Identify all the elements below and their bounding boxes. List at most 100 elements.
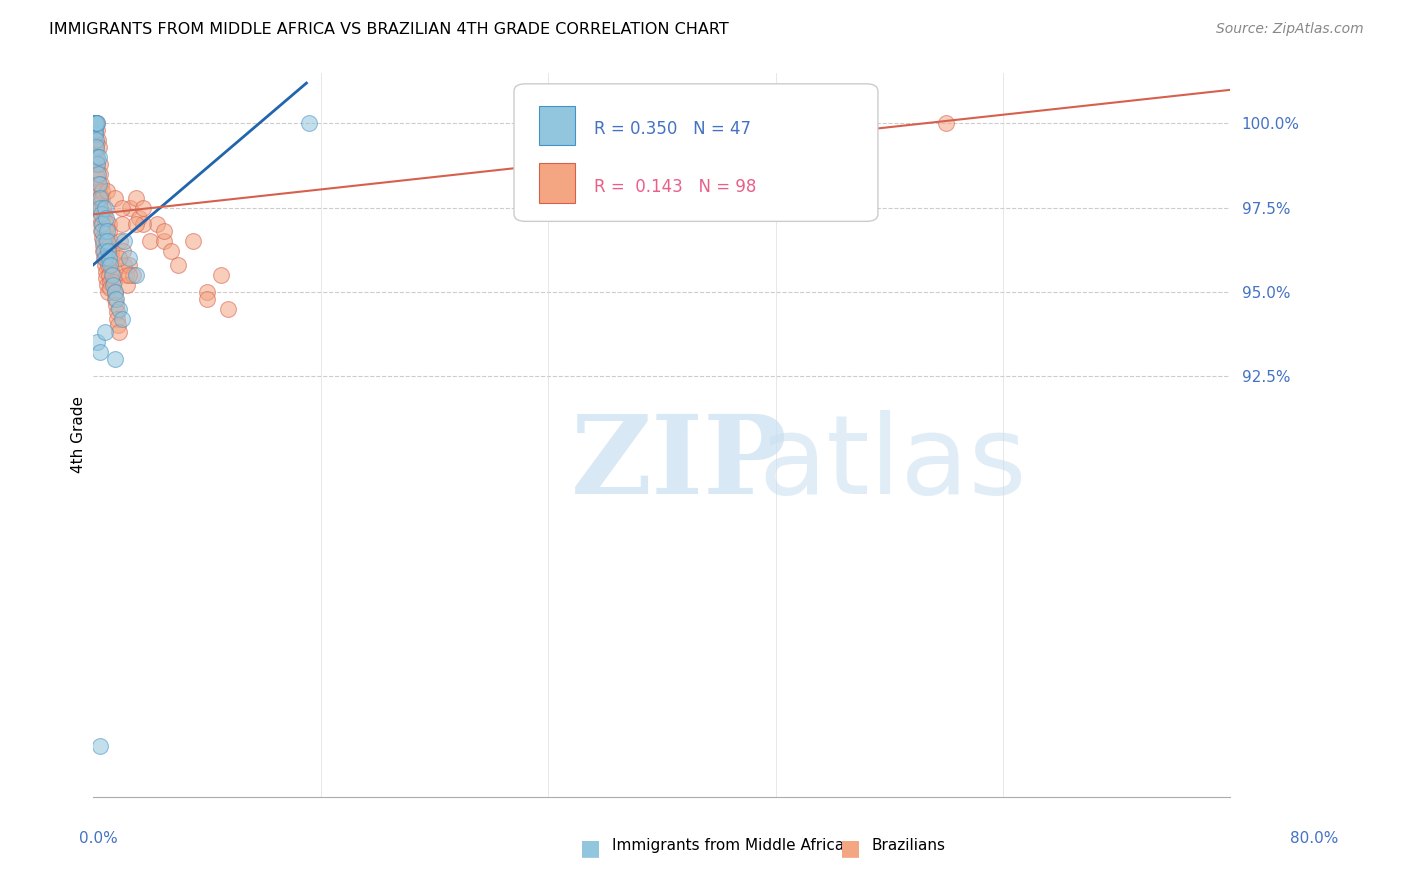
Brazilians (87, 177, 110, 191)
Immigrants from Middle Africa (118, 251, 141, 265)
Brazilians (89, 157, 111, 171)
Brazilians (83, 123, 105, 137)
Immigrants from Middle Africa (103, 352, 125, 367)
Bar (538, 163, 575, 203)
Text: Brazilians: Brazilians (872, 838, 946, 854)
Immigrants from Middle Africa (89, 201, 111, 215)
Text: ■: ■ (841, 838, 860, 858)
Immigrants from Middle Africa (114, 235, 136, 249)
Brazilians (120, 201, 142, 215)
Brazilians (132, 201, 155, 215)
Text: ZIP: ZIP (571, 410, 787, 517)
Brazilians (90, 224, 112, 238)
Brazilians (83, 116, 105, 130)
Brazilians (115, 268, 138, 282)
Brazilians (107, 318, 129, 333)
Immigrants from Middle Africa (86, 157, 108, 171)
Brazilians (96, 241, 118, 255)
Text: ■: ■ (581, 838, 600, 858)
Brazilians (93, 214, 115, 228)
Text: 0.0%: 0.0% (79, 831, 118, 847)
Immigrants from Middle Africa (104, 292, 127, 306)
Brazilians (103, 275, 125, 289)
Brazilians (84, 130, 107, 145)
Brazilians (101, 268, 124, 282)
Brazilians (87, 190, 110, 204)
Immigrants from Middle Africa (87, 177, 110, 191)
Brazilians (195, 285, 218, 299)
Immigrants from Middle Africa (87, 167, 110, 181)
Text: R = 0.350   N = 47: R = 0.350 N = 47 (593, 120, 751, 138)
Brazilians (153, 224, 176, 238)
Brazilians (83, 116, 105, 130)
Brazilians (83, 116, 105, 130)
Immigrants from Middle Africa (86, 335, 108, 350)
Brazilians (125, 190, 148, 204)
Bar (538, 105, 575, 145)
Immigrants from Middle Africa (91, 224, 114, 238)
Brazilians (84, 144, 107, 158)
Brazilians (167, 258, 190, 272)
Immigrants from Middle Africa (96, 224, 118, 238)
Brazilians (117, 278, 139, 293)
Brazilians (93, 251, 115, 265)
Immigrants from Middle Africa (103, 285, 125, 299)
Brazilians (90, 218, 112, 232)
Immigrants from Middle Africa (107, 301, 129, 316)
Brazilians (86, 163, 108, 178)
Brazilians (89, 204, 111, 219)
Brazilians (94, 264, 117, 278)
Brazilians (96, 184, 118, 198)
Immigrants from Middle Africa (86, 116, 108, 130)
Immigrants from Middle Africa (83, 116, 105, 130)
Brazilians (84, 136, 107, 151)
Brazilians (105, 311, 128, 326)
Brazilians (86, 170, 108, 185)
Immigrants from Middle Africa (93, 251, 115, 265)
Brazilians (96, 271, 118, 285)
Brazilians (217, 301, 239, 316)
Brazilians (87, 140, 110, 154)
Immigrants from Middle Africa (90, 207, 112, 221)
Immigrants from Middle Africa (96, 235, 118, 249)
Brazilians (209, 268, 232, 282)
Immigrants from Middle Africa (84, 116, 107, 130)
Brazilians (139, 235, 162, 249)
Brazilians (97, 285, 120, 299)
Brazilians (107, 251, 129, 265)
Brazilians (89, 211, 111, 225)
Brazilians (90, 177, 112, 191)
Brazilians (94, 258, 117, 272)
Brazilians (93, 244, 115, 259)
Immigrants from Middle Africa (93, 244, 115, 259)
Brazilians (110, 218, 132, 232)
Immigrants from Middle Africa (94, 201, 117, 215)
Brazilians (100, 251, 122, 265)
Brazilians (97, 258, 120, 272)
Text: 80.0%: 80.0% (1291, 831, 1339, 847)
Text: IMMIGRANTS FROM MIDDLE AFRICA VS BRAZILIAN 4TH GRADE CORRELATION CHART: IMMIGRANTS FROM MIDDLE AFRICA VS BRAZILI… (49, 22, 728, 37)
Brazilians (103, 285, 125, 299)
Immigrants from Middle Africa (91, 235, 114, 249)
Brazilians (112, 244, 135, 259)
Brazilians (89, 197, 111, 211)
Immigrants from Middle Africa (94, 211, 117, 225)
Immigrants from Middle Africa (89, 190, 111, 204)
Immigrants from Middle Africa (84, 116, 107, 130)
Brazilians (91, 237, 114, 252)
Brazilians (160, 244, 183, 259)
Brazilians (91, 231, 114, 245)
Brazilians (96, 251, 118, 265)
Brazilians (86, 157, 108, 171)
Immigrants from Middle Africa (86, 140, 108, 154)
Immigrants from Middle Africa (98, 258, 121, 272)
Brazilians (91, 190, 114, 204)
Immigrants from Middle Africa (86, 150, 108, 164)
Brazilians (84, 116, 107, 130)
Brazilians (90, 184, 112, 198)
Brazilians (181, 235, 204, 249)
Brazilians (104, 298, 127, 312)
Immigrants from Middle Africa (84, 127, 107, 141)
Brazilians (91, 201, 114, 215)
Y-axis label: 4th Grade: 4th Grade (72, 396, 86, 474)
